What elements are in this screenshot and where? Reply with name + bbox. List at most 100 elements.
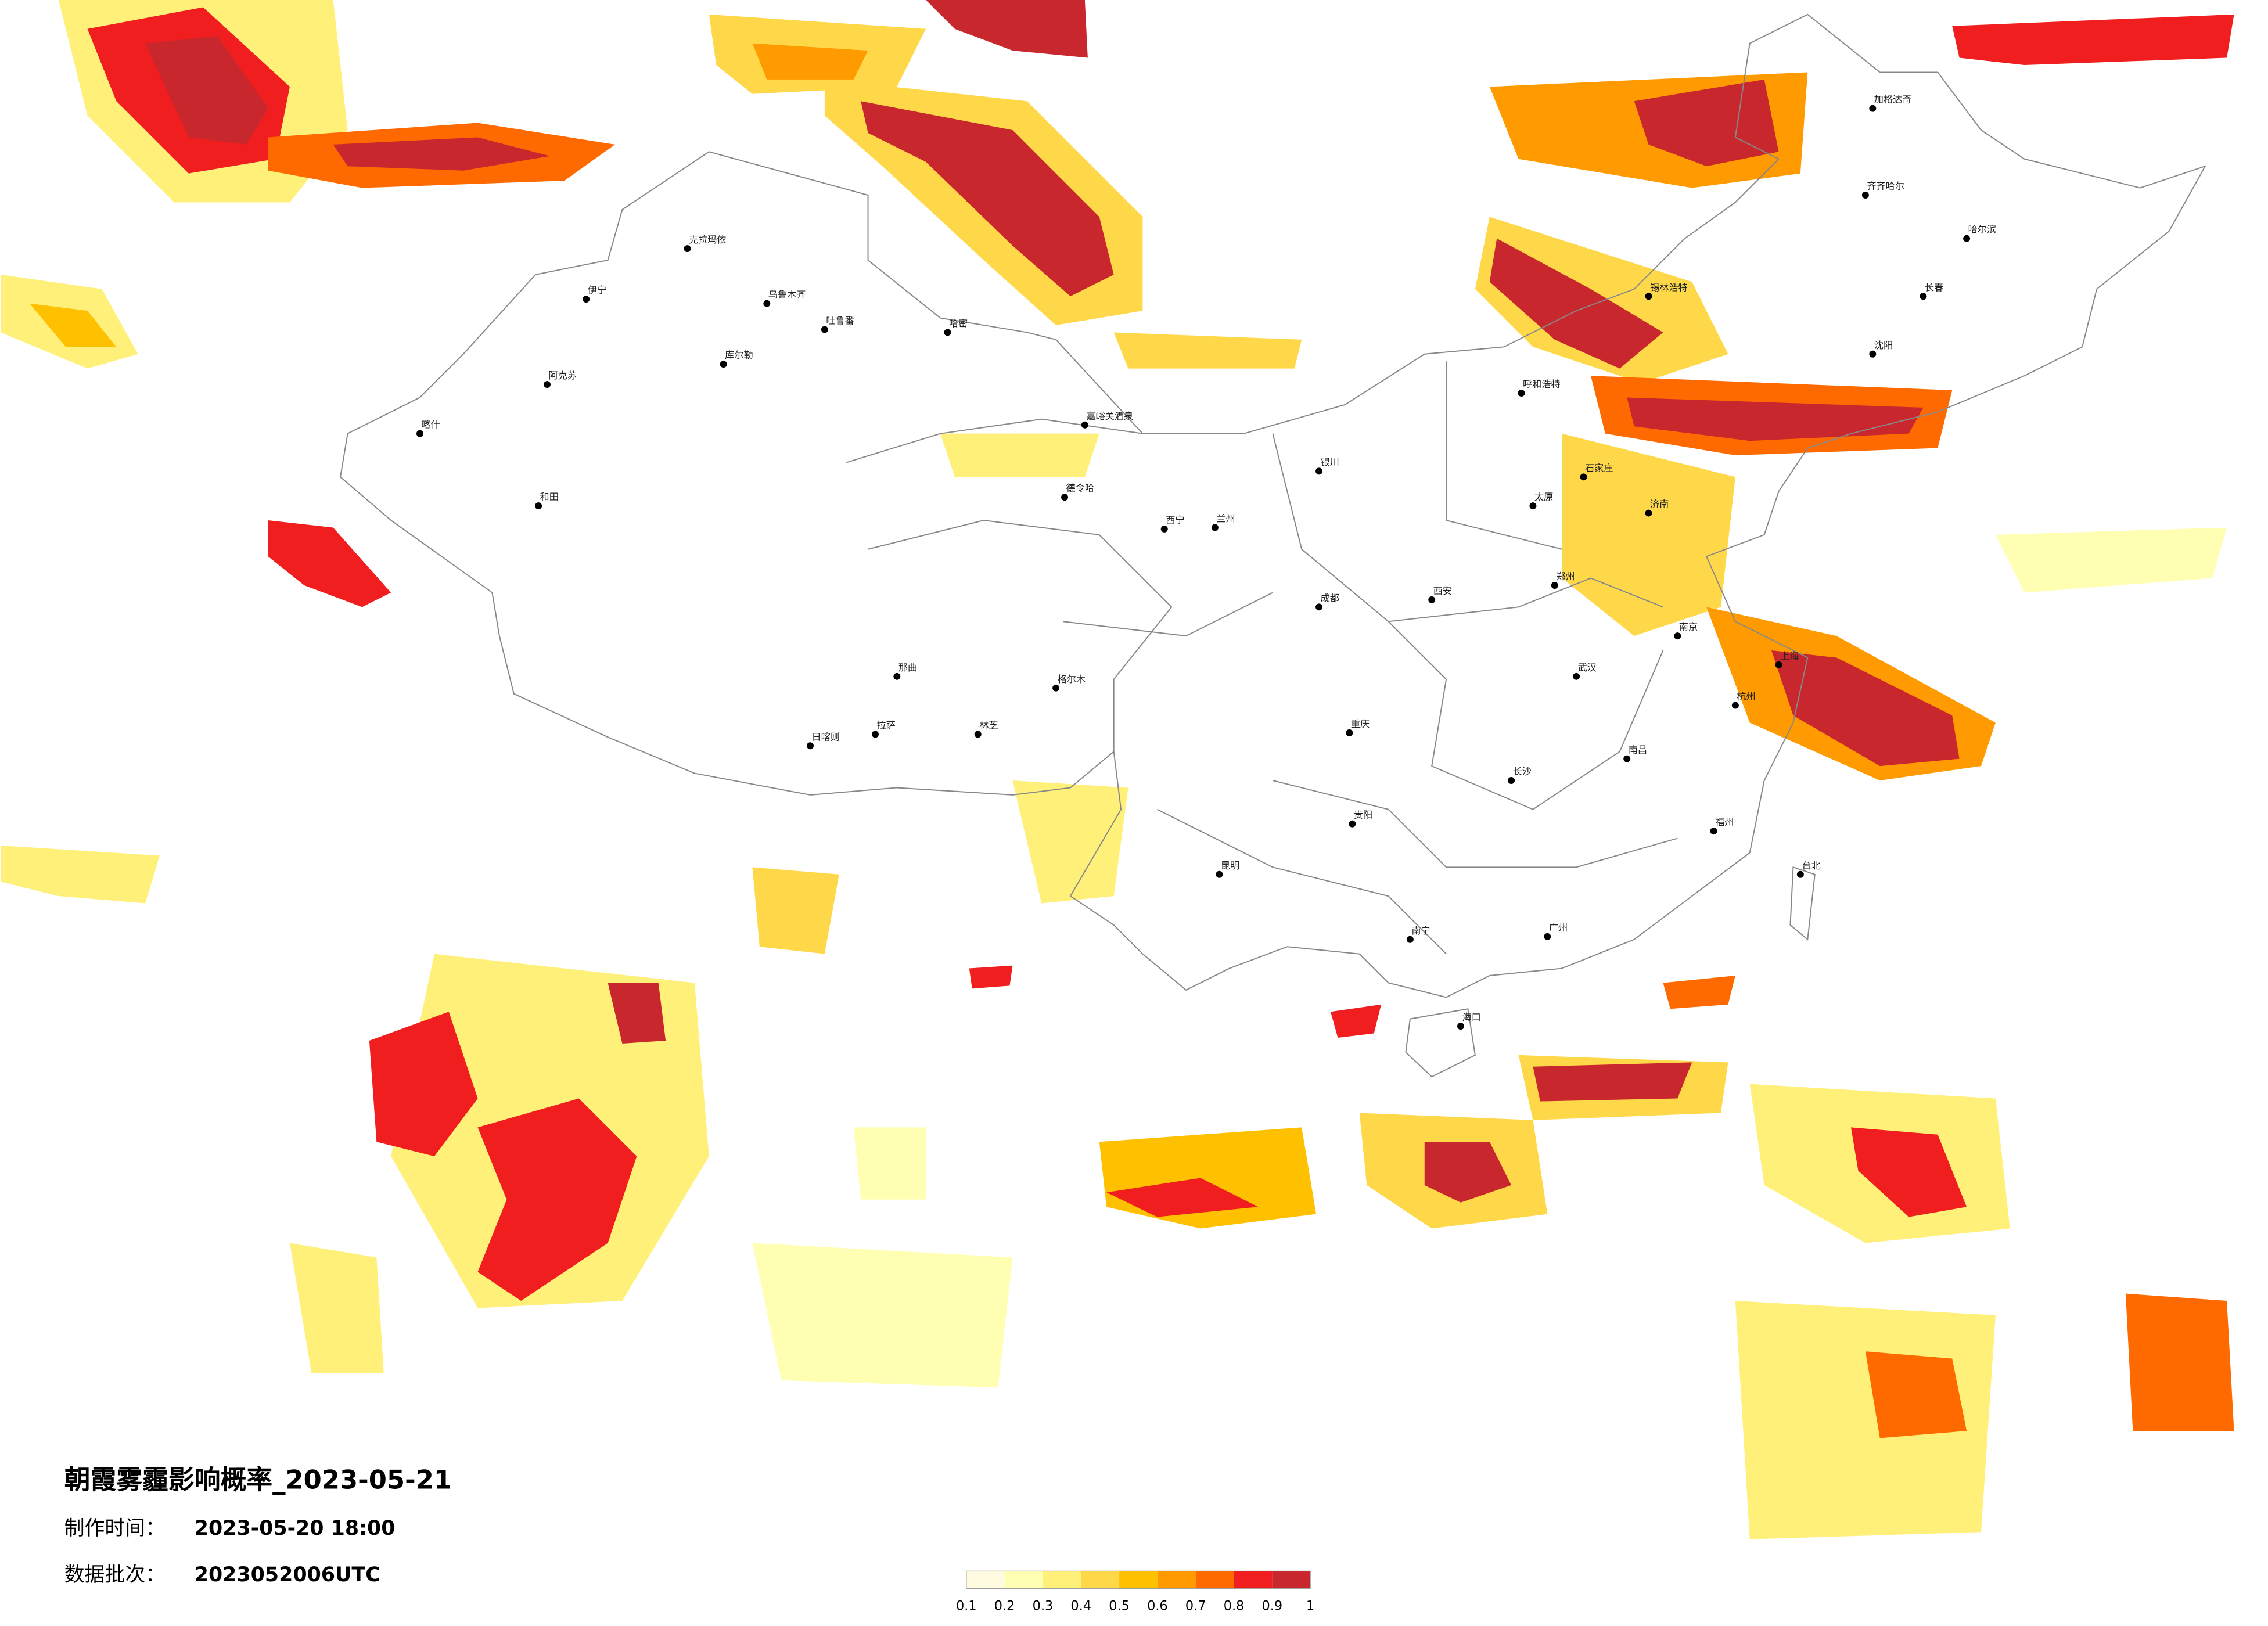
city-dot [1052,684,1060,692]
city-label: 台北 [1802,860,1820,871]
city-label: 拉萨 [876,720,895,731]
haze-area [1663,976,1735,1009]
city-dot [1211,524,1219,531]
city-dot [1216,870,1223,878]
city-dot [1551,582,1558,589]
city-label: 德令哈 [1066,483,1094,494]
city-dot [1160,525,1168,533]
colorbar-tick-label: 1 [1306,1599,1314,1614]
haze-area [1533,1062,1692,1102]
city-label: 库尔勒 [725,350,753,361]
city-label: 南昌 [1629,744,1647,756]
city-dot [1508,777,1515,784]
haze-area [1106,1178,1259,1217]
made-time-value: 2023-05-20 18:00 [195,1517,396,1540]
city-dot [1518,390,1525,397]
city-dot [1315,603,1323,611]
haze-area [1627,397,1924,441]
haze-area [1012,780,1128,904]
haze-area [853,1127,926,1200]
haze-area [940,433,1099,477]
batch-label: 数据批次： [64,1563,166,1587]
haze-area [2125,1293,2234,1431]
colorbar-swatch [966,1571,1005,1589]
city-dot [821,326,828,333]
colorbar-swatch [1234,1571,1273,1589]
city-label: 阿克苏 [549,370,577,381]
colorbar-swatch [1157,1571,1196,1589]
city-label: 成都 [1321,592,1339,603]
city-label: 广州 [1549,922,1568,933]
city-label: 昆明 [1221,860,1239,871]
city-label: 海口 [1462,1012,1480,1023]
colorbar-frame [966,1570,1311,1589]
city-label: 加格达奇 [1874,94,1912,105]
city-label: 太原 [1534,491,1553,502]
haze-area [289,1243,384,1373]
city-label: 郑州 [1556,571,1575,582]
city-label: 林芝 [979,720,998,731]
city-label: 哈密 [949,318,968,329]
colorbar-tick-label: 0.4 [1070,1599,1091,1614]
city-dot [1710,828,1717,835]
city-dot [1963,235,1971,242]
city-dot [1315,467,1323,475]
city-label: 哈尔滨 [1968,224,1996,235]
haze-area [1330,1004,1382,1038]
haze-area [752,1243,1013,1388]
haze-area [1771,650,1960,767]
city-label: 沈阳 [1874,340,1893,351]
city-label: 伊宁 [588,285,606,296]
city-label: 石家庄 [1585,462,1613,473]
haze-area [969,965,1013,989]
city-dot [1573,672,1580,680]
city-dot [544,381,551,388]
city-dot [1623,755,1631,762]
colorbar-tick-label: 0.9 [1262,1599,1283,1614]
city-label: 锡林浩特 [1650,282,1688,293]
city-dot [1869,350,1877,358]
city-dot [1796,870,1804,878]
haze-area [268,520,391,607]
city-label: 南宁 [1411,925,1430,936]
city-label: 那曲 [898,662,917,673]
city-dot [416,430,423,437]
map-title: 朝霞雾霾影响概率_2023-05-21 [64,1465,452,1495]
haze-area [861,101,1114,297]
batch-value: 2023052006UTC [195,1563,380,1587]
city-dot [684,245,691,253]
colorbar-swatch [1195,1571,1234,1589]
colorbar: 0.1 0.2 0.3 0.4 0.5 0.6 0.7 0.8 0.9 1 [956,1570,1314,1614]
city-label: 济南 [1650,499,1669,510]
colorbar-tick-label: 0.5 [1109,1599,1130,1614]
city-dot [944,329,951,336]
city-label: 武汉 [1578,662,1597,673]
colorbar-tick-label: 0.6 [1147,1599,1168,1614]
haze-area [1850,1127,1967,1217]
haze-area [1489,238,1663,369]
haze-area [752,867,839,954]
city-dot [1428,596,1436,603]
city-label: 喀什 [421,419,440,430]
city-dot [1346,729,1353,736]
haze-area [1952,14,2234,66]
haze-area [29,303,117,347]
colorbar-tick-label: 0.8 [1224,1599,1245,1614]
city-dot [763,300,771,307]
haze-layer [1,0,2234,1539]
colorbar-swatch [1043,1571,1081,1589]
haze-area [608,983,666,1044]
colorbar-tick-label: 0.1 [956,1599,977,1614]
colorbar-tick-label: 0.7 [1185,1599,1206,1614]
city-dot [1457,1023,1464,1030]
city-dot [1544,933,1551,940]
city-label: 呼和浩特 [1523,379,1561,390]
haze-area [1,846,160,904]
city-label: 银川 [1321,456,1339,467]
city-dot [535,502,542,510]
haze-area [477,1098,637,1301]
city-dot [1645,293,1652,300]
city-label: 克拉玛依 [689,234,727,245]
city-dot [872,731,879,738]
